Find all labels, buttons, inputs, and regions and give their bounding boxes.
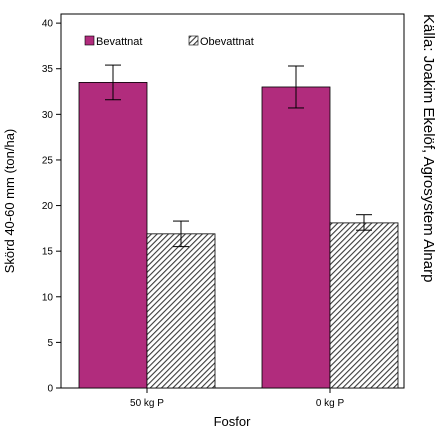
legend-label-obevattnat: Obevattnat [200,36,254,48]
x-axis: 50 kg P 0 kg P [130,388,345,409]
source-note: Källa: Joakim Ekelöf, Agrosystem Alnarp [420,14,437,282]
y-tick-label: 15 [42,247,54,258]
y-tick-label: 40 [42,19,54,30]
error-bars-group [105,64,372,248]
y-tick-label: 35 [42,64,54,75]
bar-bevattnat-1 [78,82,148,389]
y-axis-title: Skörd 40-60 mm (ton/ha) [2,129,17,274]
legend: Bevattnat Obevattnat [84,35,254,48]
bars-group [78,82,399,389]
y-axis: 0 5 10 15 20 25 30 35 40 [42,19,61,395]
bar-obevattnat-1 [146,233,216,389]
bar-bevattnat-2 [261,86,331,389]
x-axis-title: Fosfor [214,414,252,429]
y-tick-label: 25 [42,155,54,166]
legend-swatch-bevattnat [84,35,95,46]
y-tick-label: 10 [42,292,54,303]
legend-label-bevattnat: Bevattnat [96,36,142,48]
legend-swatch-obevattnat [188,35,199,46]
y-tick-label: 20 [42,201,54,212]
y-tick-label: 0 [47,384,53,395]
bar-obevattnat-2 [329,222,399,389]
y-tick-label: 5 [47,338,53,349]
y-tick-label: 30 [42,110,54,121]
x-tick-label: 0 kg P [316,398,345,409]
x-tick-label: 50 kg P [130,398,164,409]
